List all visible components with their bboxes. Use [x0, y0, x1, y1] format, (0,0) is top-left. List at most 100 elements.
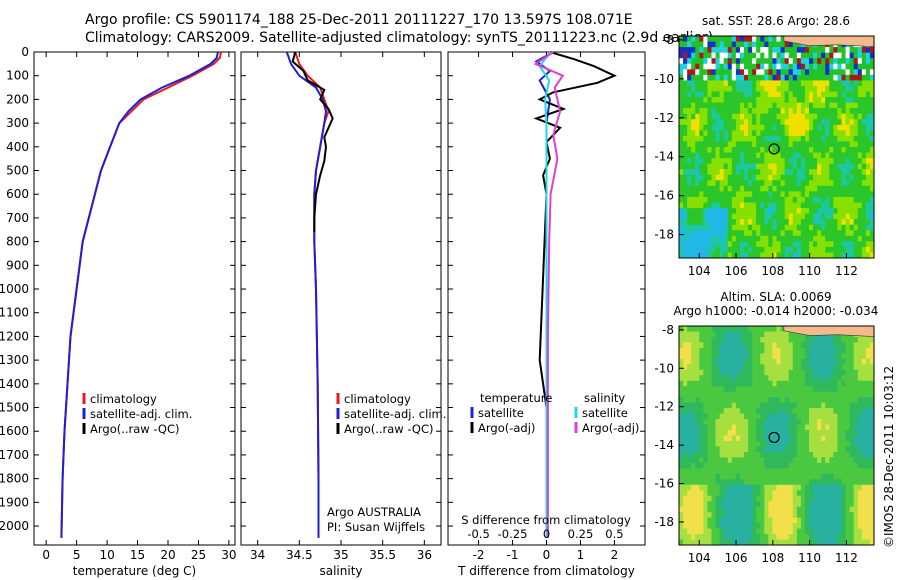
map-cell [829, 440, 834, 447]
map-cell [821, 391, 826, 398]
map-cell [731, 523, 737, 529]
map-cell [796, 430, 802, 436]
map-cell [695, 47, 700, 54]
map-cell [760, 130, 765, 137]
temperature-ytick-label: 1700 [0, 448, 29, 462]
map-cell [744, 230, 749, 237]
map-cell [788, 501, 794, 508]
map-cell [768, 252, 773, 259]
map-cell [744, 364, 749, 371]
map-cell [841, 174, 846, 181]
map-cell [809, 108, 814, 115]
map-cell [687, 462, 692, 469]
map-cell [739, 495, 745, 502]
map-cell [796, 108, 802, 115]
map-cell [772, 375, 777, 382]
map-cell [833, 419, 838, 425]
map-cell [719, 141, 725, 148]
map-cell [756, 506, 761, 513]
map-cell [780, 119, 786, 126]
map-cell [849, 539, 855, 546]
map-cell [772, 113, 777, 120]
map-cell [744, 235, 749, 242]
map-cell [711, 152, 716, 159]
map-cell [788, 430, 794, 436]
map-cell [695, 158, 700, 165]
map-cell [764, 108, 769, 115]
map-cell [772, 523, 777, 529]
map-cell [711, 523, 716, 529]
map-cell [752, 353, 757, 360]
map-cell [768, 451, 773, 458]
map-cell [817, 102, 822, 109]
map-cell [752, 130, 757, 137]
map-cell [784, 336, 790, 343]
map-cell [748, 174, 753, 181]
map-cell [788, 331, 794, 338]
map-cell [857, 380, 863, 387]
map-cell [821, 446, 826, 453]
map-cell [748, 528, 753, 535]
map-cell [869, 468, 875, 475]
map-cell [853, 147, 859, 153]
map-cell [683, 185, 688, 192]
map-cell [764, 174, 769, 181]
map-cell [711, 102, 716, 109]
map-cell [817, 446, 822, 453]
map-cell [825, 397, 830, 404]
sst_map-xtick-label: 106 [725, 264, 748, 278]
map-cell [796, 402, 802, 409]
map-cell [825, 252, 830, 259]
map-cell [776, 380, 781, 387]
map-cell [727, 135, 733, 142]
map-cell [813, 202, 818, 209]
map-cell [679, 252, 684, 259]
map-cell [829, 512, 834, 519]
map-cell [744, 402, 749, 409]
map-cell [752, 74, 757, 81]
map-cell [679, 473, 684, 480]
map-cell [756, 36, 761, 42]
map-cell [731, 430, 737, 436]
map-cell [841, 241, 846, 248]
map-cell [695, 408, 700, 415]
temperature-ytick-label: 500 [6, 164, 29, 178]
map-cell [865, 58, 871, 65]
map-cell [809, 435, 814, 442]
map-cell [703, 97, 708, 103]
diff-top-tick-label: 0 [543, 527, 550, 541]
map-cell [703, 430, 708, 436]
map-cell [776, 490, 781, 497]
map-cell [760, 440, 765, 447]
map-cell [853, 457, 859, 464]
map-cell [776, 119, 781, 126]
map-cell [748, 446, 753, 453]
map-cell [739, 424, 745, 431]
map-cell [784, 430, 790, 436]
map-cell [861, 174, 867, 181]
map-cell [764, 97, 769, 103]
map-cell [772, 47, 777, 54]
map-cell [711, 41, 716, 48]
map-cell [817, 135, 822, 142]
map-cell [869, 517, 875, 524]
sst_map-xtick-label: 104 [688, 264, 711, 278]
map-cell [849, 147, 855, 153]
map-cell [748, 462, 753, 469]
map-cell [723, 336, 729, 343]
map-cell [756, 208, 761, 214]
map-cell [829, 97, 834, 103]
map-cell [764, 408, 769, 415]
map-cell [699, 63, 704, 70]
map-cell [711, 202, 716, 209]
map-cell [687, 152, 692, 159]
map-cell [780, 397, 786, 404]
map-cell [735, 490, 741, 497]
map-cell [727, 91, 733, 98]
map-cell [817, 375, 822, 382]
map-cell [691, 523, 696, 529]
map-cell [861, 80, 867, 87]
map-cell [829, 369, 834, 376]
map-cell [780, 235, 786, 242]
map-cell [821, 539, 826, 546]
